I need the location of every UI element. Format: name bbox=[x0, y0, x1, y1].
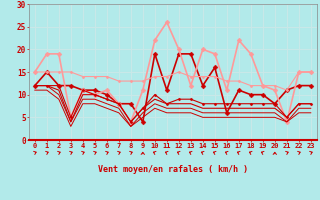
X-axis label: Vent moyen/en rafales ( km/h ): Vent moyen/en rafales ( km/h ) bbox=[98, 165, 248, 174]
